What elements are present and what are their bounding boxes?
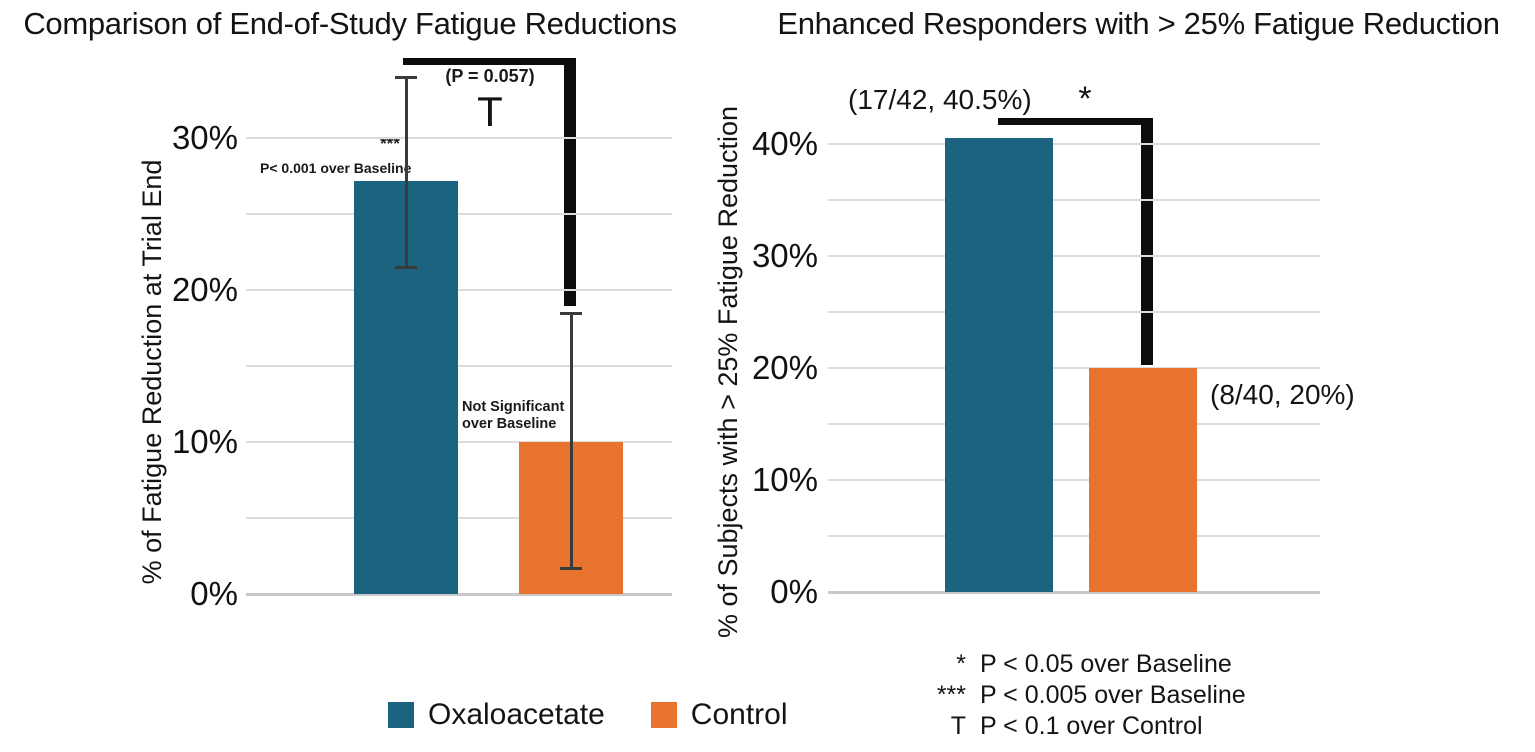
error-bar-cap [395, 76, 417, 80]
bar-control [1089, 368, 1197, 592]
legend-label-control: Control [690, 698, 788, 731]
footnote-text: P < 0.1 over Control [980, 712, 1203, 740]
error-bar-line [404, 77, 408, 268]
error-bar-line [569, 312, 573, 569]
gridline [828, 479, 1320, 481]
gridline [828, 143, 1320, 145]
footnote-key: * P < 0.05 over Baseline *** P < 0.005 o… [880, 649, 1246, 742]
error-bar-cap [395, 266, 417, 270]
y-tick-label: 30% [751, 237, 818, 274]
footnote-text: P < 0.005 over Baseline [980, 681, 1246, 709]
legend-swatch-control [650, 702, 677, 728]
gridline [246, 441, 672, 443]
y-tick-label: 0% [770, 573, 818, 610]
gridline [246, 137, 672, 139]
footnote-row: T P < 0.1 over Control [880, 711, 1246, 742]
footnote-symbol: * [956, 650, 966, 678]
bar-label-oxaloacetate: (17/42, 40.5%) [848, 84, 1032, 115]
gridline [828, 311, 1320, 313]
footnote-symbol: *** [936, 681, 966, 709]
significance-bracket-left-horizontal [403, 58, 576, 65]
annotation-p-value-oxaloacetate: P< 0.001 over Baseline [260, 160, 412, 176]
y-tick-label: 10% [171, 423, 238, 460]
y-tick-label: 10% [751, 461, 818, 498]
gridline [828, 367, 1320, 369]
gridline [828, 591, 1320, 594]
gridline [246, 213, 672, 215]
y-tick-label: 20% [751, 349, 818, 386]
y-tick-label: 30% [171, 119, 238, 156]
annotation-not-significant: Not Significant over Baseline [462, 399, 564, 433]
legend: Oxaloacetate Control [388, 698, 788, 732]
bar-oxaloacetate [945, 138, 1053, 592]
footnote-row: *** P < 0.005 over Baseline [880, 680, 1246, 711]
gridline [828, 423, 1320, 425]
footnote-symbol: T [950, 712, 966, 740]
annotation-not-significant-line2: over Baseline [462, 416, 557, 432]
significance-bracket-right-horizontal [998, 118, 1153, 125]
footnote-row: * P < 0.05 over Baseline [880, 649, 1246, 680]
error-bar-cap [560, 311, 582, 315]
significance-symbol-t: T [477, 88, 503, 135]
significance-star-right: * [1078, 80, 1092, 118]
gridline [246, 517, 672, 519]
y-tick-label: 20% [171, 271, 238, 308]
right-chart-title: Enhanced Responders with > 25% Fatigue R… [777, 6, 1500, 41]
y-tick-label: 40% [751, 125, 818, 162]
y-tick-label: 0% [190, 575, 238, 612]
significance-bracket-left-vertical [564, 58, 576, 306]
gridline [828, 199, 1320, 201]
annotation-not-significant-line1: Not Significant [462, 399, 565, 415]
gridline [828, 535, 1320, 537]
gridline [246, 365, 672, 367]
gridline [828, 255, 1320, 257]
left-y-axis-label: % of Fatigue Reduction at Trial End [137, 159, 167, 585]
annotation-p-comparison: (P = 0.057) [445, 66, 535, 86]
gridline [246, 289, 672, 291]
left-chart-title: Comparison of End-of-Study Fatigue Reduc… [23, 6, 677, 41]
significance-bracket-right-vertical [1141, 118, 1153, 365]
error-bar-cap [560, 567, 582, 571]
bar-label-control: (8/40, 20%) [1210, 379, 1355, 410]
footnote-text: P < 0.05 over Baseline [980, 650, 1232, 678]
gridline [246, 593, 672, 596]
legend-swatch-oxaloacetate [388, 702, 414, 728]
legend-label-oxaloacetate: Oxaloacetate [428, 698, 605, 731]
